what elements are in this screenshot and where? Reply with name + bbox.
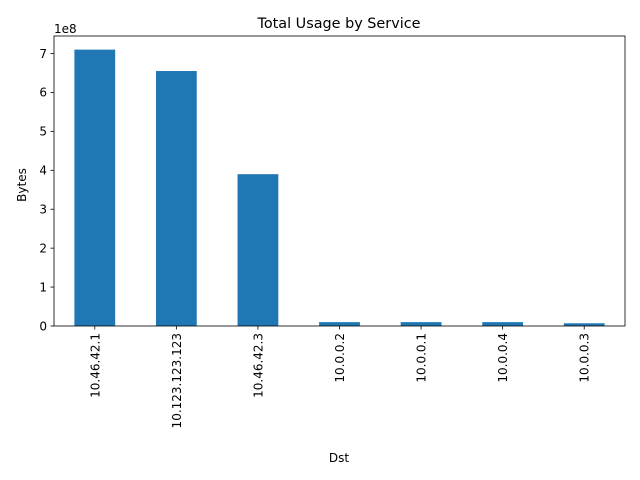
y-scale-multiplier: 1e8	[54, 22, 77, 36]
y-tick-label: 6	[39, 86, 47, 100]
y-tick-label: 0	[39, 319, 47, 333]
x-tick-label: 10.46.42.3	[251, 333, 265, 398]
bar-7	[563, 323, 605, 326]
bars-group	[74, 49, 605, 327]
x-tick-label: 10.0.0.1	[415, 333, 429, 383]
y-tick-label: 3	[39, 203, 47, 217]
x-tick-label: 10.0.0.3	[578, 333, 592, 383]
x-tick-label: 10.46.42.1	[88, 333, 102, 398]
y-axis: 0 1 2 3 4 5 6 7	[39, 47, 54, 333]
y-tick-label: 2	[39, 241, 47, 255]
bar-3	[237, 174, 279, 326]
bar-5	[400, 322, 442, 326]
y-tick-label: 5	[39, 125, 47, 139]
bar-4	[319, 322, 360, 326]
y-tick-label: 4	[39, 164, 47, 178]
x-tick-label: 10.123.123.123	[170, 333, 184, 428]
bar-6	[482, 322, 524, 326]
y-tick-label: 1	[39, 280, 47, 294]
x-tick-label: 10.0.0.4	[496, 333, 510, 383]
bar-1	[74, 49, 116, 327]
bar-2	[155, 71, 197, 326]
chart-title: Total Usage by Service	[256, 16, 420, 32]
x-axis: 10.46.42.1 10.123.123.123 10.46.42.3 10.0.0…	[88, 326, 592, 428]
y-axis-label: Bytes	[15, 168, 29, 202]
x-axis-label: Dst	[329, 451, 349, 465]
x-tick-label: 10.0.0.2	[333, 333, 347, 383]
y-tick-label: 7	[39, 47, 47, 61]
plot-frame	[53, 35, 626, 327]
